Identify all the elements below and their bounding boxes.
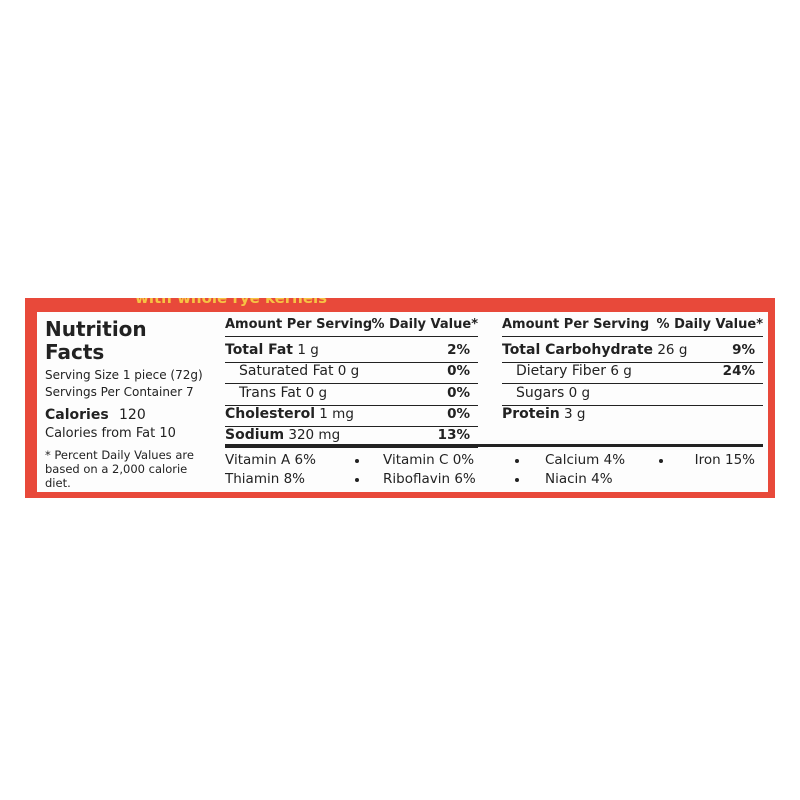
nutrient-amount: 6 g	[610, 363, 632, 380]
nutrient-name: Sugars	[516, 384, 565, 401]
rule	[225, 444, 763, 447]
header-amount: Amount Per Serving	[502, 317, 650, 332]
nutrient-amount: 0 g	[305, 384, 328, 401]
calories-label: Calories	[45, 407, 109, 423]
nutrient-amount: 3 g	[564, 405, 586, 422]
vitamin: Iron 15%	[694, 452, 755, 468]
nutrient-name: Total Carbohydrate	[502, 342, 654, 358]
rule	[225, 336, 478, 337]
vitamin: Vitamin A 6%	[225, 452, 316, 468]
daily-value: 2%	[447, 342, 470, 358]
title: Nutrition Facts	[45, 317, 147, 364]
daily-value: 13%	[437, 427, 470, 444]
calories-amount: 120	[119, 407, 146, 423]
nutrient-name: Total Fat	[225, 342, 294, 358]
nutrient-name: Cholesterol	[225, 405, 315, 422]
nutrient-amount: 26 g	[657, 342, 688, 358]
rule	[502, 362, 763, 363]
nutrient-row: Sodium 320 mg	[225, 427, 340, 443]
nutrient-row: Cholesterol 1 mg	[225, 406, 354, 422]
nutrient-name: Trans Fat	[239, 384, 302, 401]
footnote: * Percent Daily Values are based on a 2,…	[45, 448, 194, 490]
rule	[225, 383, 478, 385]
banner: with whole rye kernels	[135, 298, 328, 307]
nutrient-amount: 1 g	[297, 342, 319, 358]
vitamin: Riboflavin 6%	[383, 471, 476, 487]
bullet	[515, 459, 519, 463]
nutrient-row: Sugars 0 g	[516, 385, 590, 401]
nutrient-amount: 0 g	[568, 384, 591, 401]
rule	[225, 362, 478, 363]
daily-value: 0%	[447, 363, 470, 380]
header-amount: Amount Per Serving	[225, 317, 373, 332]
bullet	[659, 459, 663, 463]
nutrient-row: Trans Fat 0 g	[239, 385, 327, 401]
nutrient-amount: 320 mg	[288, 427, 341, 444]
vitamin: Vitamin C 0%	[383, 452, 475, 468]
daily-value: 24%	[722, 363, 755, 380]
bullet	[515, 478, 519, 482]
serving-size: Serving Size 1 piece (72g)	[45, 368, 203, 382]
rule	[502, 383, 763, 385]
header-dv: % Daily Value*	[656, 317, 763, 332]
daily-value: 0%	[447, 384, 470, 401]
nutrient-name: Saturated Fat	[239, 363, 334, 380]
nutrient-amount: 1 mg	[319, 405, 354, 422]
nutrient-row: Protein 3 g	[502, 406, 586, 422]
nutrient-name: Dietary Fiber	[516, 363, 607, 380]
nutrient-row: Total Carbohydrate 26 g	[502, 342, 687, 358]
daily-value: 0%	[447, 405, 470, 422]
daily-value: 9%	[732, 342, 755, 358]
rule	[225, 425, 478, 427]
vitamin: Niacin 4%	[545, 471, 613, 487]
nutrition-panel: Nutrition Facts Serving Size 1 piece (72…	[37, 312, 768, 492]
nutrient-name: Sodium	[225, 427, 285, 444]
rule	[225, 447, 478, 449]
nutrient-amount: 0 g	[337, 363, 360, 380]
vitamin: Calcium 4%	[545, 452, 626, 468]
nutrient-row: Dietary Fiber 6 g	[516, 363, 632, 379]
vitamin: Thiamin 8%	[225, 471, 305, 487]
rule	[502, 336, 763, 337]
calories-from-fat: Calories from Fat 10	[45, 426, 176, 441]
bullet	[355, 478, 359, 482]
nutrient-name: Protein	[502, 405, 560, 422]
nutrient-row: Saturated Fat 0 g	[239, 363, 359, 379]
rule	[225, 404, 478, 406]
nutrient-row: Total Fat 1 g	[225, 342, 319, 358]
servings-per-container: Servings Per Container 7	[45, 385, 194, 399]
bullet	[355, 459, 359, 463]
rule	[502, 404, 763, 406]
header-dv: % Daily Value*	[371, 317, 478, 332]
package-band: with whole rye kernels Nutrition Facts S…	[25, 298, 775, 498]
